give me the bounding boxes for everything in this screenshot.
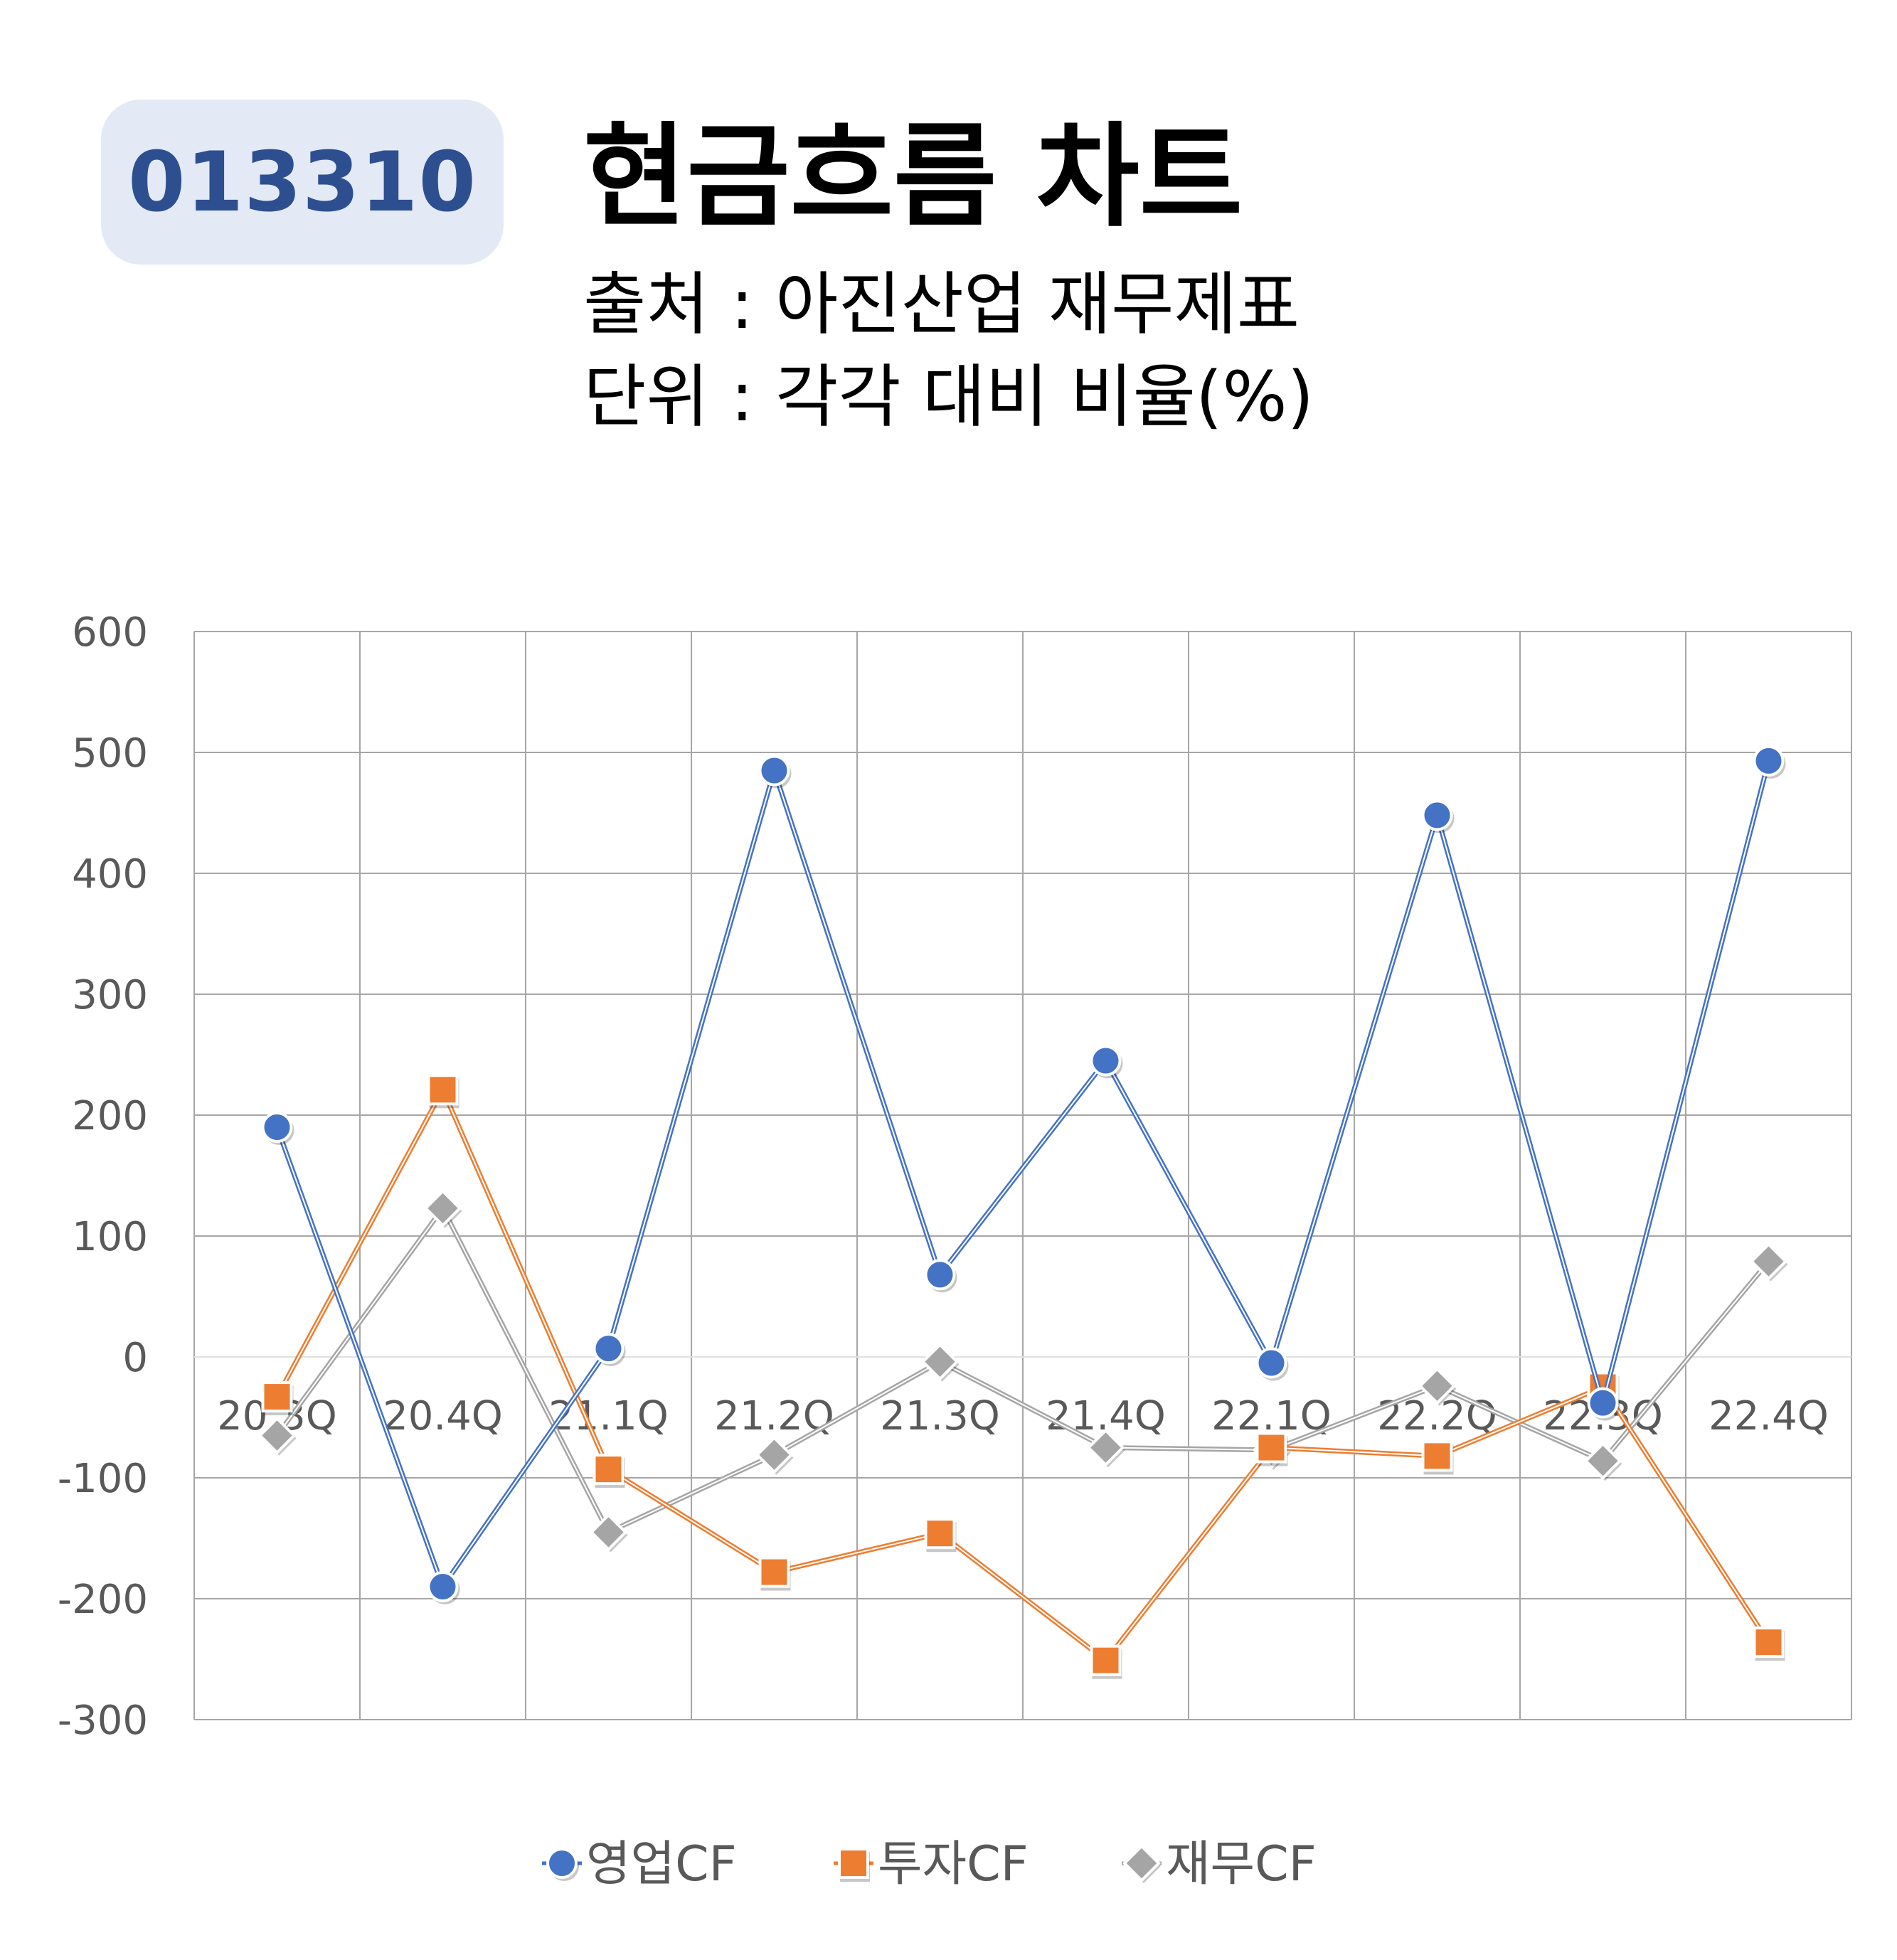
y-tick-label: -100 bbox=[58, 1456, 148, 1502]
data-point-circle bbox=[924, 1259, 956, 1291]
data-point-square bbox=[427, 1074, 459, 1106]
y-tick-label: 400 bbox=[72, 851, 148, 898]
data-point-circle bbox=[1587, 1387, 1619, 1419]
x-tick-label: 21.3Q bbox=[880, 1393, 1000, 1439]
data-point-diamond bbox=[257, 1416, 297, 1455]
data-point-circle bbox=[758, 755, 790, 787]
data-point-square bbox=[593, 1454, 625, 1486]
data-point-diamond bbox=[423, 1189, 462, 1227]
data-point-diamond bbox=[1583, 1442, 1622, 1481]
data-point-circle bbox=[261, 1112, 293, 1143]
data-point-diamond bbox=[920, 1342, 960, 1381]
legend-label: 재무CF bbox=[1166, 1836, 1317, 1892]
data-point-diamond bbox=[1086, 1428, 1125, 1467]
y-tick-label: -300 bbox=[58, 1698, 148, 1744]
data-point-circle bbox=[427, 1571, 459, 1602]
y-tick-label: 300 bbox=[72, 972, 148, 1018]
x-tick-label: 20.4Q bbox=[383, 1393, 503, 1439]
data-point-square bbox=[1090, 1644, 1122, 1676]
y-tick-label: 200 bbox=[72, 1093, 148, 1139]
data-point-diamond bbox=[589, 1513, 628, 1552]
source-text: 출처 : 아진산업 재무제표 bbox=[583, 265, 1300, 344]
y-axis-ticks: 600 500 400 300 200 100 0 -100 -200 -300 bbox=[58, 609, 148, 1744]
legend-label: 투자CF bbox=[878, 1836, 1029, 1892]
series-line-highlight bbox=[276, 760, 1770, 1589]
data-point-square bbox=[1421, 1440, 1453, 1472]
page-title: 현금흐름 차트 bbox=[583, 112, 1243, 243]
y-tick-label: 100 bbox=[72, 1214, 148, 1260]
x-tick-label: 21.1Q bbox=[548, 1393, 669, 1439]
stock-code: 013310 bbox=[127, 134, 477, 230]
data-point-square bbox=[838, 1848, 869, 1879]
data-point-diamond bbox=[755, 1435, 794, 1474]
legend-item: 투자CF bbox=[834, 1836, 1029, 1892]
data-point-circle bbox=[1421, 799, 1453, 831]
y-tick-label: 600 bbox=[72, 609, 148, 656]
chart-grid bbox=[193, 631, 1852, 1720]
data-point-circle bbox=[593, 1333, 625, 1365]
data-point-square bbox=[261, 1381, 293, 1413]
y-tick-label: 0 bbox=[122, 1335, 148, 1381]
data-point-circle bbox=[1090, 1045, 1122, 1077]
x-tick-label: 22.4Q bbox=[1709, 1393, 1829, 1439]
data-point-square bbox=[1753, 1626, 1785, 1658]
series-line-highlight bbox=[276, 1088, 1770, 1662]
data-point-circle bbox=[1753, 745, 1785, 777]
data-point-diamond bbox=[1122, 1844, 1161, 1882]
legend-label: 영업CF bbox=[586, 1836, 737, 1892]
y-tick-label: -200 bbox=[58, 1577, 148, 1623]
legend-item: 영업CF bbox=[542, 1836, 737, 1892]
data-point-diamond bbox=[1749, 1242, 1788, 1281]
series-operating bbox=[261, 745, 1786, 1604]
y-tick-label: 500 bbox=[72, 730, 148, 777]
data-point-square bbox=[1255, 1432, 1287, 1464]
unit-text: 단위 : 각각 대비 비율(%) bbox=[583, 357, 1314, 437]
data-point-square bbox=[758, 1556, 790, 1588]
legend-item: 재무CF bbox=[1122, 1836, 1317, 1892]
data-point-circle bbox=[546, 1848, 578, 1879]
data-point-circle bbox=[1255, 1347, 1287, 1379]
data-point-square bbox=[924, 1518, 956, 1550]
chart-legend: 영업CF 투자CF 재무CF bbox=[542, 1836, 1317, 1892]
data-point-diamond bbox=[1418, 1366, 1457, 1405]
chart-series bbox=[257, 745, 1788, 1679]
stock-code-badge: 013310 bbox=[101, 100, 504, 265]
